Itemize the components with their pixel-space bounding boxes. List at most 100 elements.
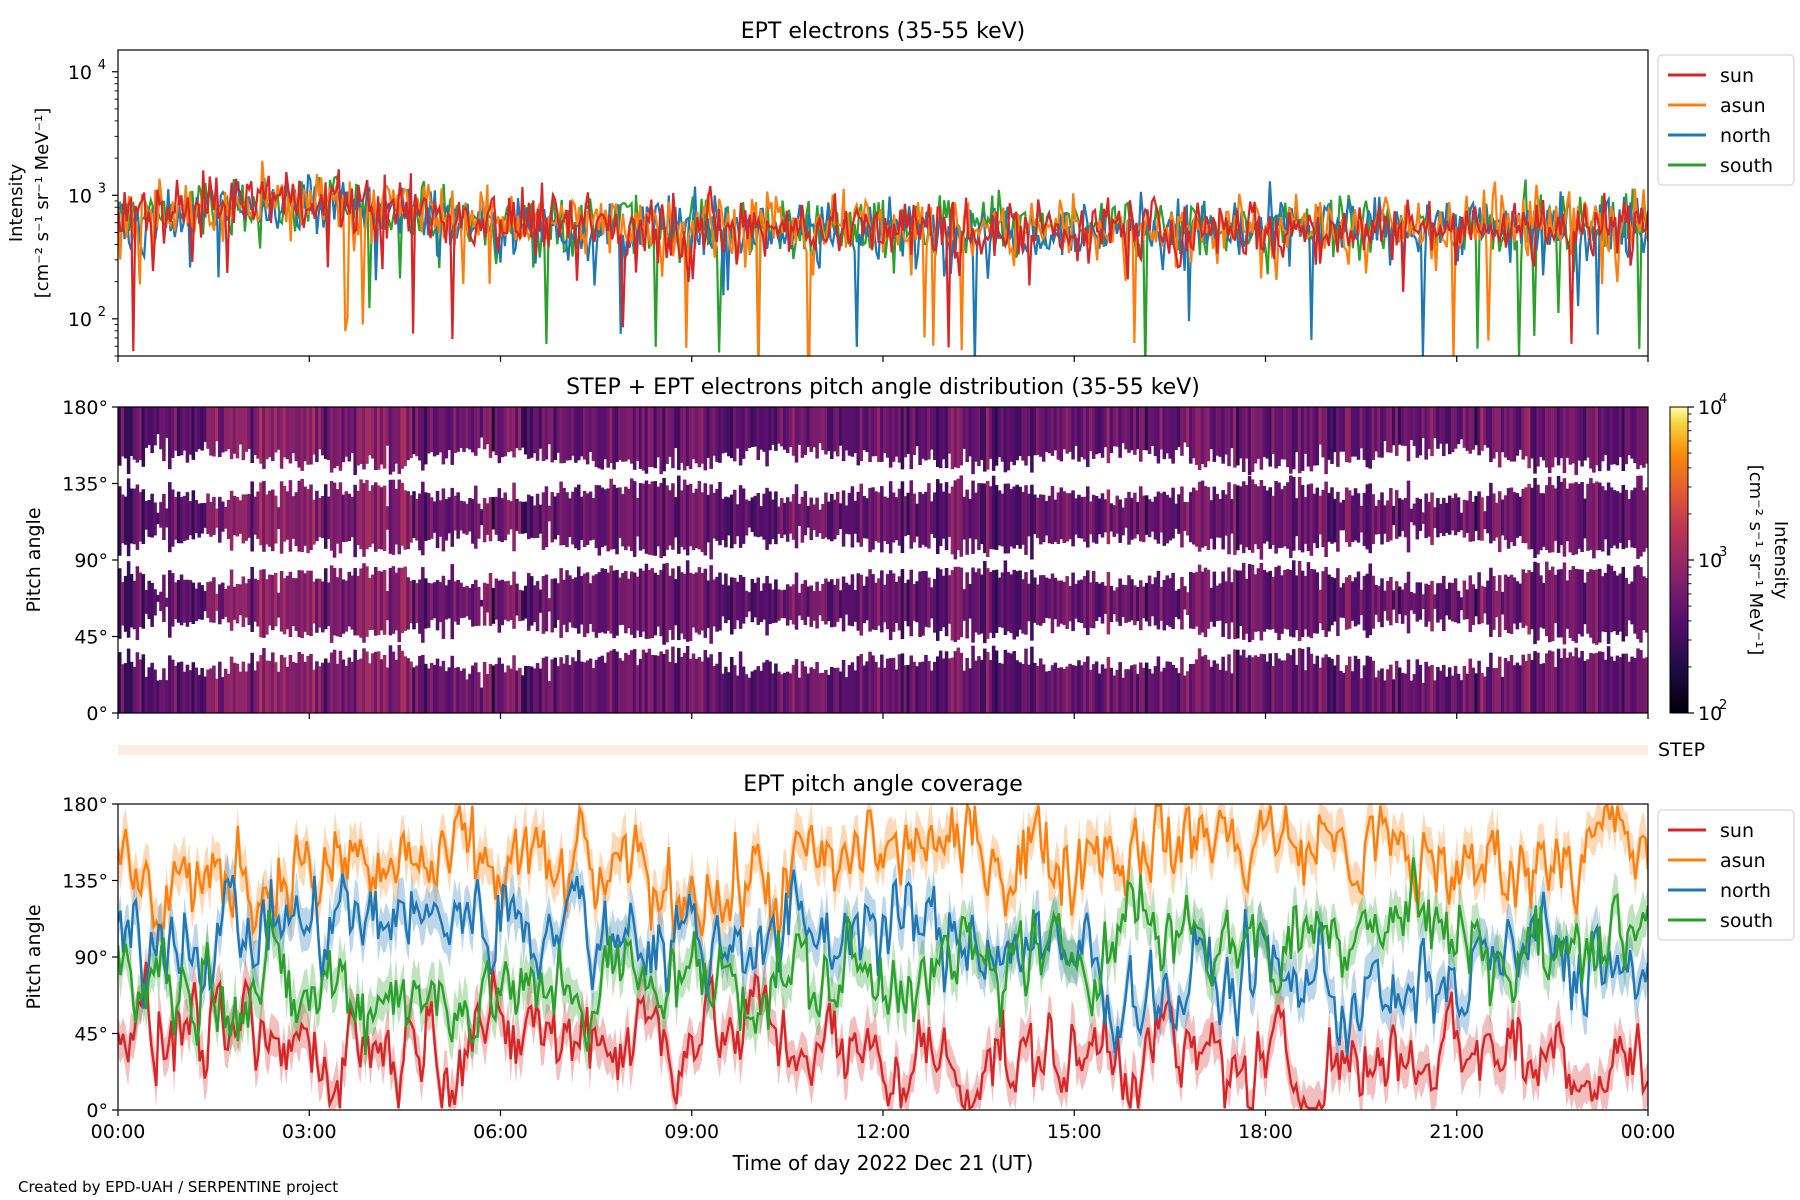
heatmap-cell	[1474, 673, 1478, 713]
heatmap-cell	[1459, 597, 1464, 611]
heatmap-cell	[1515, 662, 1520, 713]
heatmap-cell	[759, 670, 763, 713]
heatmap-cell	[1636, 648, 1640, 713]
heatmap-cell	[1350, 581, 1355, 621]
heatmap-cell	[1356, 493, 1361, 543]
heatmap-cell	[397, 407, 402, 474]
ytick-label: 180°	[62, 397, 108, 419]
heatmap-cell	[465, 585, 469, 617]
heatmap-cell	[735, 504, 740, 537]
heatmap-cell	[1100, 582, 1105, 624]
heatmap-cell	[665, 649, 669, 713]
heatmap-cell	[547, 598, 552, 612]
heatmap-cell	[1556, 648, 1561, 713]
heatmap-cell	[1527, 653, 1531, 713]
heatmap-cell	[1156, 407, 1161, 464]
heatmap-cell	[1327, 657, 1331, 713]
heatmap-cell	[1627, 583, 1631, 621]
heatmap-cell	[285, 407, 290, 460]
heatmap-cell	[647, 569, 652, 639]
heatmap-cell	[182, 407, 187, 451]
heatmap-cell	[1403, 497, 1408, 538]
heatmap-cell	[1442, 497, 1446, 537]
heatmap-cell	[1409, 508, 1414, 523]
heatmap-cell	[503, 672, 507, 713]
heatmap-cell	[1386, 580, 1390, 621]
heatmap-cell	[732, 577, 737, 630]
heatmap-cell	[1586, 571, 1590, 634]
heatmap-cell	[235, 584, 240, 624]
heatmap-cell	[1274, 653, 1278, 713]
heatmap-cell	[1542, 663, 1546, 713]
heatmap-cell	[138, 572, 143, 627]
heatmap-cell	[1024, 407, 1028, 466]
heatmap-cell	[1059, 667, 1064, 713]
heatmap-cell	[1595, 481, 1599, 551]
heatmap-cell	[1386, 500, 1390, 542]
heatmap-cell	[868, 488, 872, 553]
heatmap-cell	[135, 407, 140, 463]
heatmap-cell	[1206, 569, 1211, 629]
heatmap-cell	[294, 663, 299, 713]
heatmap-cell	[1362, 575, 1367, 631]
heatmap-cell	[597, 485, 602, 556]
heatmap-cell	[682, 479, 687, 550]
ytick-label: 135°	[62, 474, 108, 496]
heatmap-cell	[1227, 407, 1231, 467]
heatmap-cell	[853, 500, 858, 534]
heatmap-cell	[924, 571, 928, 627]
heatmap-cell	[1088, 669, 1093, 713]
heatmap-cell	[500, 579, 505, 626]
heatmap-cell	[515, 583, 519, 616]
heatmap-cell	[365, 407, 369, 464]
heatmap-cell	[297, 570, 302, 638]
heatmap-cell	[1250, 479, 1255, 553]
heatmap-cell	[544, 407, 549, 460]
heatmap-cell	[703, 483, 708, 556]
heatmap-cell	[188, 501, 193, 536]
heatmap-cell	[565, 655, 569, 713]
heatmap-cell	[738, 407, 743, 466]
heatmap-cell	[1259, 480, 1264, 560]
heatmap-cell	[1118, 662, 1122, 713]
heatmap-cell	[1421, 407, 1425, 439]
heatmap-cell	[153, 502, 157, 536]
heatmap-cell	[176, 407, 181, 457]
step-label: STEP	[1658, 739, 1705, 761]
heatmap-cell	[1136, 407, 1140, 450]
heatmap-cell	[703, 568, 708, 638]
heatmap-cell	[1536, 652, 1540, 713]
heatmap-cell	[656, 407, 660, 458]
heatmap-cell	[735, 675, 740, 713]
heatmap-cell	[1633, 407, 1637, 464]
heatmap-cell	[1459, 512, 1464, 531]
heatmap-cell	[1103, 499, 1108, 533]
heatmap-cell	[1253, 407, 1258, 464]
heatmap-cell	[318, 578, 322, 628]
heatmap-cell	[577, 407, 581, 461]
heatmap-cell	[376, 570, 381, 636]
heatmap-cell	[1074, 583, 1078, 619]
heatmap-cell	[1124, 585, 1128, 623]
heatmap-cell	[453, 495, 457, 531]
ytick-label: 180°	[62, 794, 108, 816]
heatmap-cell	[265, 407, 269, 460]
heatmap-cell	[988, 486, 993, 550]
heatmap-cell	[1180, 657, 1184, 713]
heatmap-cell	[1233, 407, 1237, 468]
heatmap-cell	[376, 651, 381, 713]
heatmap-cell	[291, 407, 296, 454]
heatmap-cell	[1621, 567, 1626, 642]
heatmap-cell	[485, 583, 490, 613]
heatmap-cell	[285, 575, 290, 630]
heatmap-cell	[1412, 407, 1417, 446]
heatmap-cell	[891, 407, 896, 462]
heatmap-cell	[1041, 494, 1046, 543]
heatmap-cell	[750, 407, 755, 447]
heatmap-cell	[1115, 669, 1119, 713]
heatmap-cell	[765, 575, 769, 636]
heatmap-cell	[1542, 582, 1546, 629]
heatmap-cell	[1512, 665, 1517, 713]
heatmap-cell	[832, 407, 837, 452]
